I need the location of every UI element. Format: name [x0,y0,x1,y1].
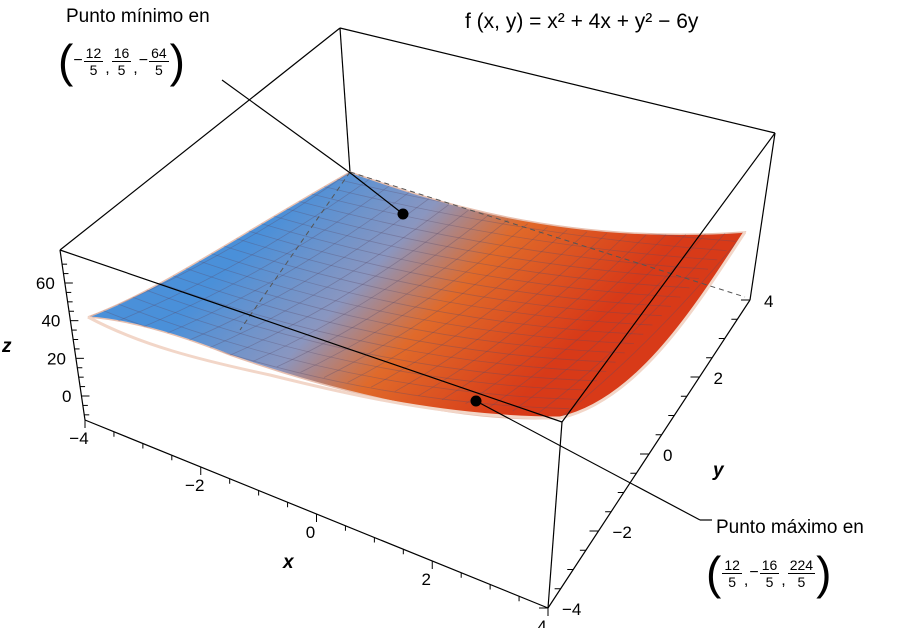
chart-title: f (x, y) = x² + 4x + y² − 6y [465,10,698,34]
mesh-line-v [135,185,390,331]
max-coord-open-paren: ( [706,547,722,599]
surface [87,171,747,420]
mesh-line-v [276,219,509,368]
x-tick-label: 4 [537,617,546,628]
max-coord-comma-0: , [743,572,749,589]
max-coord-comma-1: , [781,572,786,589]
mesh-line-v [229,209,469,356]
y-tick-label: 4 [764,292,773,311]
mesh-line-u [218,244,653,326]
min-coord-fraction-0: 12 5 [83,44,104,78]
surface-mesh [88,172,745,419]
mesh-line-u [297,200,709,270]
y-tick-label: −2 [613,523,632,542]
max-coord-denominator-1: 5 [765,573,774,590]
mesh-line-v [323,226,548,378]
mesh-line-v [536,232,726,415]
title-text: f (x, y) = x² + 4x + y² − 6y [465,10,699,33]
max-annotation-label: Punto máximo en [716,517,864,538]
y-tick-label: 0 [663,446,672,465]
max-coord-numerator-0: 12 [722,556,742,574]
min-coord-sign-0: − [73,52,83,69]
max-coord-fraction-0: 12 5 [722,557,742,590]
max-coord-close-paren: ) [816,547,832,599]
z-tick-label: 60 [36,274,55,293]
z-axis-label: z [1,336,12,357]
mesh-line-v [465,234,667,405]
x-tick-label: −2 [185,476,204,495]
min-coord-close-paren: ) [169,35,185,87]
mesh-line-v [88,172,351,318]
z-tick-label: 40 [41,312,60,331]
max-coord-denominator-2: 5 [797,573,806,590]
mesh-line-u [258,222,681,298]
mesh-line-v [559,231,745,419]
mesh-line-v [441,234,647,401]
hidden-edges [239,171,746,331]
min-coord-fraction-2: 64 5 [149,45,169,78]
x-axis-label: x [282,552,295,573]
mesh-line-v [418,233,627,397]
mesh-line-v [394,232,608,392]
y-axis-label: y [712,460,725,481]
max-point-marker [470,395,482,407]
mesh-line-u [127,294,588,391]
max-coord-numerator-1: 16 [759,556,780,574]
mesh-line-u [310,193,718,261]
min-point-marker [397,208,409,220]
mesh-line-u [245,229,672,307]
mesh-line-v [488,234,687,408]
max-coord-sign-1: − [749,564,759,581]
min-annotation-coords: (−12 5, 16 5, −64 5) [58,38,185,84]
annotations [221,79,712,521]
mesh-line-u [231,236,662,317]
mesh-line-u [179,265,625,354]
mesh-line-v [347,229,568,383]
bounding-box-back [59,27,776,251]
min-coord-numerator-2: 64 [149,44,169,62]
mesh-line-v [111,178,370,324]
min-coord-denominator-0: 5 [89,61,98,78]
mesh-line-v [158,192,410,338]
max-coord-fraction-2: 224 5 [787,556,816,590]
min-coord-fraction-1: 16 5 [111,44,132,78]
max-annotation-coords: (12 5, −16 5, 224 5) [706,550,831,596]
min-coord-sign-2: − [138,52,149,69]
x-tick-label: −4 [69,429,88,448]
tick-marks [62,263,750,616]
z-tick-label: 20 [47,349,66,368]
min-coord-denominator-2: 5 [154,61,163,78]
min-coord-comma-0: , [105,60,110,77]
mesh-line-v [371,231,588,388]
min-coord-open-paren: ( [58,35,74,87]
max-coord-denominator-0: 5 [728,573,737,590]
z-tick-label: 0 [62,387,71,406]
mesh-line-u [166,273,616,363]
mesh-line-u [284,207,699,279]
mesh-line-u [271,215,690,289]
min-coord-comma-1: , [133,60,138,77]
max-coord-numerator-2: 224 [787,556,816,574]
mesh-line-v [253,214,489,362]
mesh-line-u [140,287,598,382]
min-annotation-label: Punto mínimo en [66,6,210,27]
mesh-line-u [114,302,579,400]
x-tick-label: 0 [306,523,315,542]
y-tick-label: −4 [562,600,581,619]
mesh-line-u [205,251,644,335]
max-coord-fraction-1: 16 5 [759,556,780,590]
min-coord-denominator-1: 5 [117,61,126,78]
min-coord-numerator-0: 12 [83,44,104,62]
mesh-line-v [300,223,529,373]
min-coord-numerator-1: 16 [111,44,132,62]
mesh-line-u [192,258,635,344]
y-tick-label: 2 [714,369,723,388]
mesh-line-u [153,280,607,372]
mesh-line-v [205,204,449,350]
x-tick-label: 2 [422,570,431,589]
mesh-line-v [182,198,430,344]
